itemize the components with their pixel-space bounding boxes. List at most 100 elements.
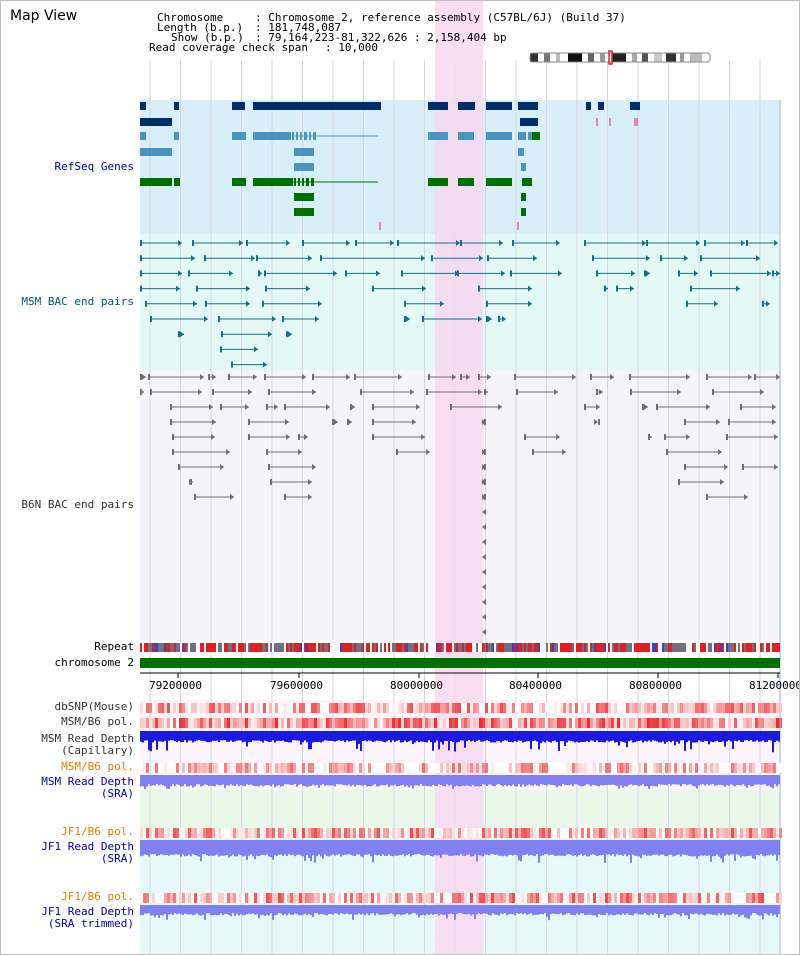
depth-bar <box>482 775 484 785</box>
gene-marker <box>596 118 598 126</box>
heat-cell <box>146 828 149 838</box>
depth-bar <box>520 775 522 787</box>
heat-cell <box>404 763 407 773</box>
depth-bar <box>620 775 622 786</box>
depth-bar <box>774 905 776 915</box>
track-label-refseq[interactable]: RefSeq Genes <box>54 160 134 173</box>
heat-cell <box>359 718 362 728</box>
depth-bar <box>482 905 484 914</box>
axis-tick-label: 79200000 <box>149 679 202 692</box>
heat-cell <box>323 718 326 728</box>
heat-cell <box>695 763 698 773</box>
gene-exon <box>304 132 307 140</box>
depth-bar <box>454 905 456 920</box>
heat-cell <box>233 893 236 903</box>
track-label-jf1-b6-pol-2[interactable]: JF1/B6 pol. <box>61 890 134 903</box>
depth-bar <box>566 840 568 855</box>
depth-bar <box>606 840 608 855</box>
heat-cell <box>155 718 158 728</box>
depth-bar <box>482 731 484 742</box>
track-label-msm-b6-pol[interactable]: MSM/B6 pol. <box>61 715 134 728</box>
depth-bar <box>326 731 328 741</box>
heat-cell <box>599 828 602 838</box>
heat-cell <box>341 718 344 728</box>
depth-bar <box>400 840 402 855</box>
depth-bar <box>666 775 668 786</box>
depth-bar <box>330 840 332 856</box>
track-label-msm-bac[interactable]: MSM BAC end pairs <box>21 295 134 308</box>
depth-bar <box>236 731 238 741</box>
heat-cell <box>638 763 641 773</box>
depth-bar <box>342 840 344 856</box>
depth-bar <box>598 905 600 914</box>
repeat-segment <box>712 643 714 652</box>
repeat-segment <box>552 643 554 652</box>
depth-bar <box>204 905 206 920</box>
depth-bar <box>442 775 444 787</box>
heat-cell <box>749 828 752 838</box>
repeat-segment <box>684 643 686 652</box>
depth-bar <box>590 731 592 741</box>
track-label-msm-depth-sra[interactable]: MSM Read Depth <box>41 775 134 788</box>
repeat-segment <box>762 643 764 652</box>
bac-end <box>205 300 207 307</box>
depth-bar <box>736 775 738 786</box>
heat-cell <box>725 703 728 713</box>
depth-bar <box>238 731 240 741</box>
depth-bar <box>548 905 550 921</box>
heat-cell <box>152 703 155 713</box>
bac-end <box>710 270 712 277</box>
depth-bar <box>648 840 650 856</box>
depth-bar <box>776 905 778 918</box>
heat-cell <box>326 828 329 838</box>
depth-bar <box>494 775 496 787</box>
depth-bar <box>402 905 404 915</box>
repeat-segment <box>158 643 160 652</box>
track-label-jf1-depth-sra[interactable]: JF1 Read Depth <box>41 840 134 853</box>
depth-bar <box>432 775 434 785</box>
bac-end-arrow <box>272 316 276 322</box>
depth-bar <box>664 731 666 744</box>
chromosome-value: : Chromosome 2, reference assembly (C57B… <box>255 11 626 24</box>
depth-bar <box>716 905 718 916</box>
bac-end-arrow <box>744 494 748 500</box>
jf1-depth-trimmed <box>140 905 780 921</box>
depth-bar <box>284 731 286 742</box>
heat-cell <box>320 703 323 713</box>
track-label-b6n-bac[interactable]: B6N BAC end pairs <box>21 498 134 511</box>
heat-cell <box>167 718 170 728</box>
heat-cell <box>335 703 338 713</box>
bac-end-arrow <box>288 331 292 338</box>
track-label-msm-depth-capillary[interactable]: MSM Read Depth <box>41 732 134 745</box>
bac-end-arrow <box>501 270 505 277</box>
depth-bar <box>530 840 532 855</box>
track-label-repeat[interactable]: Repeat <box>94 640 134 653</box>
depth-bar <box>404 775 406 787</box>
heat-cell <box>743 763 746 773</box>
depth-bar <box>480 775 482 787</box>
track-label-msm-b6-pol-sra[interactable]: MSM/B6 pol. <box>61 760 134 773</box>
depth-bar <box>632 731 634 743</box>
depth-bar <box>490 840 492 855</box>
heat-cell <box>599 763 602 773</box>
track-label-jf1-b6-pol[interactable]: JF1/B6 pol. <box>61 825 134 838</box>
depth-bar <box>348 775 350 785</box>
heat-cell <box>605 718 608 728</box>
track-label-jf1-depth-trimmed[interactable]: JF1 Read Depth <box>41 905 134 918</box>
depth-bar <box>246 731 248 747</box>
depth-bar <box>584 905 586 915</box>
repeat-segment <box>274 643 276 652</box>
depth-bar <box>658 840 660 856</box>
depth-bar <box>600 840 602 856</box>
depth-bar <box>152 840 154 855</box>
track-label-dbsnp[interactable]: dbSNP(Mouse) <box>54 700 134 713</box>
heat-cell <box>311 763 314 773</box>
depth-bar <box>356 840 358 855</box>
heat-cell <box>317 763 320 773</box>
bac-end-arrow <box>180 331 184 338</box>
track-label-chromosome[interactable]: chromosome 2 <box>54 656 134 669</box>
depth-bar <box>638 731 640 741</box>
depth-bar <box>746 840 748 857</box>
heat-cell <box>656 718 659 728</box>
